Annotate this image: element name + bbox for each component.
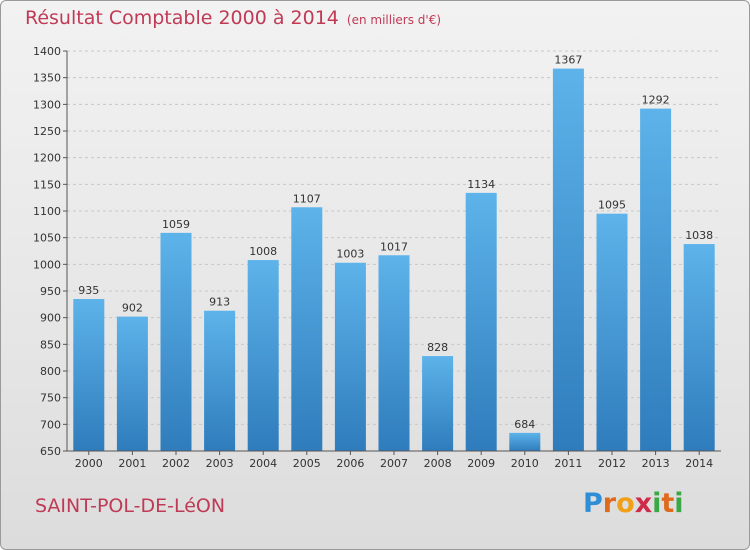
data-label: 1003 (336, 248, 364, 261)
y-tick-label: 1100 (33, 205, 61, 218)
x-tick-label: 2013 (642, 457, 670, 470)
bar (509, 432, 541, 451)
bars (73, 68, 715, 451)
commune-name: SAINT-POL-DE-LéON (35, 495, 226, 517)
bar (422, 356, 454, 451)
axes: 650 700 750 800 850 900 950 1000 1050 1100 1150 120… (33, 45, 721, 458)
x-tick-label: 2005 (293, 457, 321, 470)
bar (116, 316, 148, 451)
logo-letter: P (583, 488, 603, 519)
x-tick-label: 2012 (598, 457, 626, 470)
data-label: 913 (209, 296, 230, 309)
title-text: Résultat Comptable 2000 à 2014 (25, 7, 339, 29)
x-tick-label: 2003 (206, 457, 234, 470)
logo-letter: i (674, 488, 684, 519)
data-label: 684 (514, 418, 535, 431)
bar (247, 260, 279, 451)
y-tick-label: 1050 (33, 232, 61, 245)
bar (683, 244, 715, 451)
bar (334, 262, 366, 451)
data-label: 1038 (685, 229, 713, 242)
data-label: 1367 (554, 54, 582, 67)
y-tick-label: 700 (40, 418, 61, 431)
chart-subtitle: (en milliers d'€) (346, 13, 442, 27)
y-tick-label: 850 (40, 338, 61, 351)
bar (465, 192, 497, 451)
y-tick-label: 1250 (33, 125, 61, 138)
bar (378, 255, 410, 451)
y-tick-label: 1300 (33, 98, 61, 111)
y-tick-label: 1000 (33, 258, 61, 271)
data-label: 1095 (598, 199, 626, 212)
proxiti-logo: Proxiti (583, 488, 684, 519)
logo-letter: t (661, 488, 675, 519)
x-tick-label: 2000 (75, 457, 103, 470)
logo-letter: r (602, 488, 617, 519)
x-tick-label: 2011 (554, 457, 582, 470)
x-tick-label: 2001 (118, 457, 146, 470)
x-tick-label: 2009 (467, 457, 495, 470)
data-label: 1017 (380, 240, 408, 253)
bar (160, 232, 192, 451)
y-tick-label: 800 (40, 365, 61, 378)
x-tick-label: 2007 (380, 457, 408, 470)
y-tick-label: 1400 (33, 45, 61, 58)
bar (291, 207, 323, 451)
y-tick-label: 900 (40, 312, 61, 325)
y-tick-label: 1350 (33, 72, 61, 85)
labels: 935 2000 902 2001 1059 2002 913 2003 1008 2004 110… (75, 54, 713, 470)
chart-title: Résultat Comptable 2000 à 2014 (en millie… (25, 7, 441, 29)
bar (640, 108, 672, 451)
data-label: 828 (427, 341, 448, 354)
x-tick-label: 2008 (424, 457, 452, 470)
x-tick-label: 2006 (336, 457, 364, 470)
y-tick-label: 1200 (33, 152, 61, 165)
bar (73, 299, 105, 451)
logo-letter: x (634, 488, 653, 519)
logo-letter: o (616, 488, 635, 519)
y-tick-label: 950 (40, 285, 61, 298)
data-label: 1059 (162, 218, 190, 231)
bar (204, 310, 236, 451)
y-tick-label: 1150 (33, 178, 61, 191)
y-tick-label: 650 (40, 445, 61, 458)
x-tick-label: 2002 (162, 457, 190, 470)
x-tick-label: 2004 (249, 457, 277, 470)
x-tick-label: 2014 (685, 457, 713, 470)
data-label: 1292 (642, 94, 670, 107)
logo-letter: i (652, 488, 662, 519)
data-label: 1134 (467, 178, 495, 191)
data-label: 1107 (293, 192, 321, 205)
data-label: 902 (122, 302, 143, 315)
data-label: 1008 (249, 245, 277, 258)
bar (552, 68, 584, 451)
bar (596, 213, 628, 451)
data-label: 935 (78, 284, 99, 297)
y-tick-label: 750 (40, 392, 61, 405)
x-tick-label: 2010 (511, 457, 539, 470)
